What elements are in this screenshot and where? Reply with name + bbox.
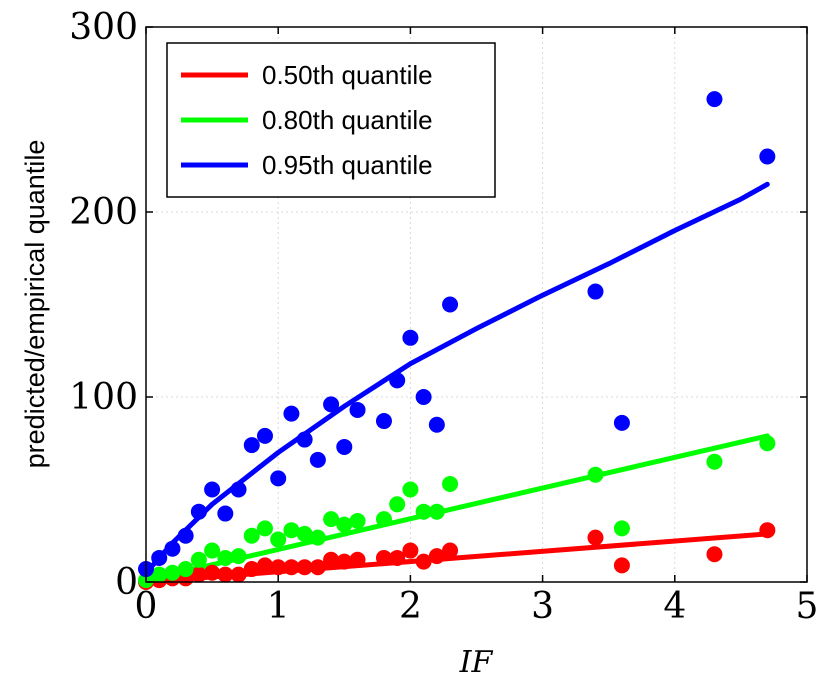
data-point (190, 566, 207, 583)
data-point (336, 553, 353, 570)
data-point (270, 559, 287, 576)
data-point (270, 531, 287, 548)
legend-label: 0.80th quantile (262, 105, 433, 135)
data-point (336, 516, 353, 533)
data-point (283, 559, 300, 576)
data-point (217, 566, 234, 583)
data-point (243, 437, 260, 454)
data-point (323, 396, 340, 413)
data-point (442, 542, 459, 559)
data-point (349, 551, 366, 568)
x-tick-label: 2 (399, 586, 422, 627)
legend: 0.50th quantile 0.80th quantile 0.95th qua… (166, 42, 496, 198)
data-point (375, 413, 392, 430)
data-point (309, 529, 326, 546)
y-tick-label: 0 (115, 562, 138, 603)
data-point (706, 546, 723, 563)
data-point (256, 520, 273, 537)
data-point (442, 475, 459, 492)
data-point (243, 527, 260, 544)
data-point (402, 481, 419, 498)
legend-label: 0.50th quantile (262, 60, 433, 90)
data-point (309, 451, 326, 468)
data-point (428, 503, 445, 520)
data-point (375, 511, 392, 528)
data-point (613, 414, 630, 431)
data-point (296, 559, 313, 576)
data-point (587, 466, 604, 483)
data-point (587, 529, 604, 546)
x-tick-label: 0 (135, 586, 158, 627)
data-point (415, 553, 432, 570)
y-tick-label: 100 (69, 377, 138, 418)
data-point (759, 435, 776, 452)
data-point (190, 551, 207, 568)
plot-frame (145, 26, 808, 583)
data-point (415, 503, 432, 520)
data-point (177, 527, 194, 544)
data-point (706, 91, 723, 108)
data-point (428, 416, 445, 433)
data-point (256, 557, 273, 574)
data-point (389, 372, 406, 389)
data-point (759, 522, 776, 539)
y-tick-label: 300 (69, 7, 138, 48)
data-point (151, 549, 168, 566)
data-point (204, 481, 221, 498)
fit-line (143, 433, 770, 583)
data-point (283, 405, 300, 422)
data-point (587, 283, 604, 300)
data-point (190, 503, 207, 520)
legend-label: 0.95th quantile (262, 150, 433, 180)
data-point (256, 427, 273, 444)
data-point (270, 470, 287, 487)
x-tick-label: 1 (267, 586, 290, 627)
data-point (217, 505, 234, 522)
data-point (230, 481, 247, 498)
data-point (706, 453, 723, 470)
data-point (389, 496, 406, 513)
data-point (177, 561, 194, 578)
data-point (204, 542, 221, 559)
data-point (296, 431, 313, 448)
data-point (613, 557, 630, 574)
fit-lines (143, 181, 770, 585)
axis-ticks: 0 1 2 3 4 5 0 100 200 300 (69, 7, 818, 627)
data-point (204, 564, 221, 581)
data-point (323, 551, 340, 568)
data-point (759, 148, 776, 165)
data-point (336, 438, 353, 455)
data-point (402, 329, 419, 346)
data-point (323, 511, 340, 528)
data-point (230, 566, 247, 583)
data-point (442, 296, 459, 313)
data-point (217, 549, 234, 566)
data-point (151, 566, 168, 583)
data-point (613, 520, 630, 537)
x-tick-label: 3 (531, 586, 554, 627)
data-point (164, 540, 181, 557)
data-point (415, 389, 432, 405)
x-tick-label: 4 (663, 586, 686, 627)
data-point (349, 401, 366, 418)
data-point (296, 525, 313, 542)
data-point (164, 564, 181, 581)
data-point (349, 512, 366, 529)
data-point (389, 549, 406, 566)
data-point (283, 522, 300, 539)
data-point (230, 548, 247, 565)
fit-line (143, 181, 770, 576)
data-point (375, 549, 392, 566)
x-axis-label: IF (459, 645, 494, 680)
y-tick-label: 200 (69, 192, 138, 233)
data-point (402, 542, 419, 559)
data-point (243, 561, 260, 578)
y-axis-label: predicted/empirical quantile (20, 140, 50, 469)
data-point (428, 548, 445, 565)
x-tick-label: 5 (796, 586, 819, 627)
data-point (309, 559, 326, 576)
